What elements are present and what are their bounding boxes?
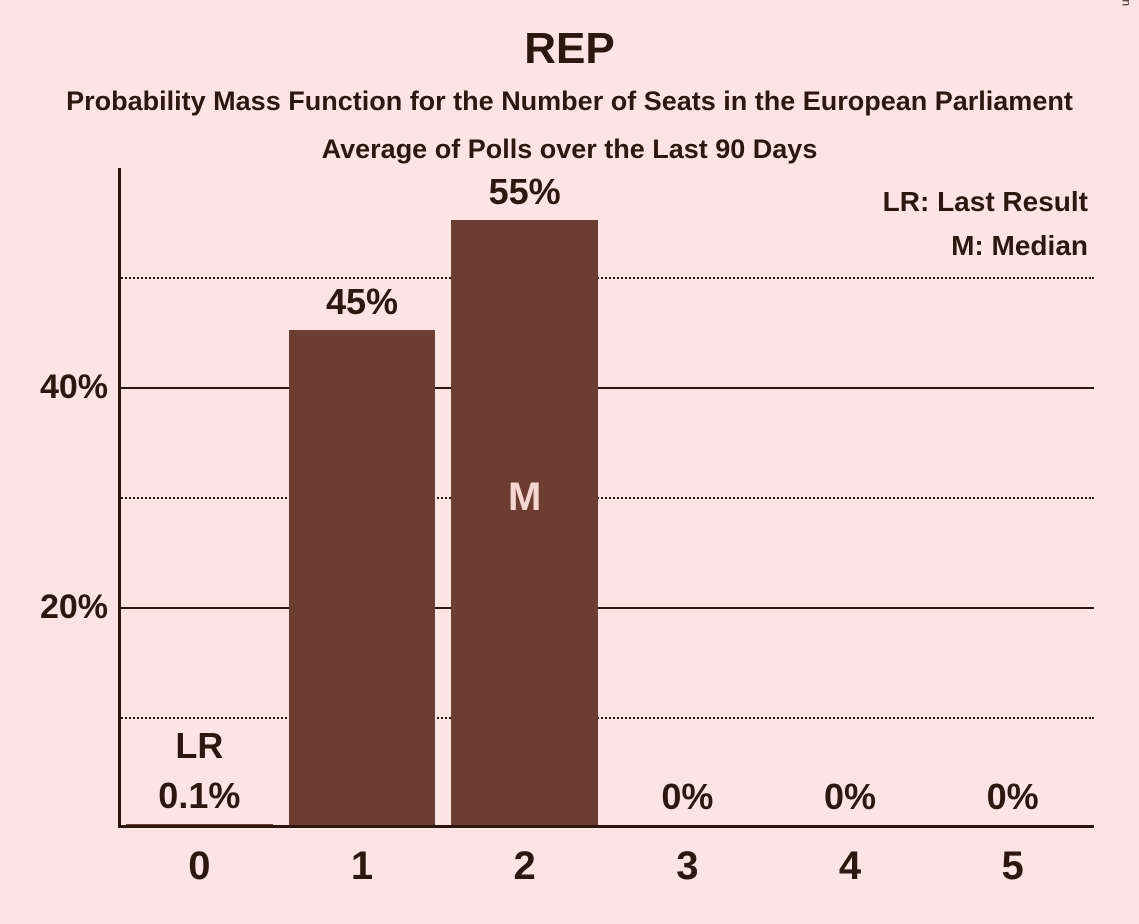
- bar-value-label: 0.1%: [118, 775, 281, 817]
- x-tick-label: 1: [281, 844, 444, 889]
- x-tick-label: 0: [118, 844, 281, 889]
- y-tick-label: 20%: [18, 588, 108, 627]
- plot-area: 20%40%0.1%LR045%155%M20%30%40%5: [118, 168, 1094, 828]
- median-marker: M: [451, 475, 597, 520]
- chart-title: REP: [0, 24, 1139, 74]
- bar-value-label: 45%: [281, 281, 444, 323]
- gridline-minor: [118, 497, 1094, 499]
- bar-value-label: 0%: [931, 776, 1094, 818]
- gridline-major: [118, 607, 1094, 609]
- x-tick-label: 5: [931, 844, 1094, 889]
- gridline-major: [118, 387, 1094, 389]
- copyright-text: © 2024 Filip van Laenen: [1119, 0, 1133, 6]
- last-result-marker: LR: [118, 725, 281, 767]
- bar-value-label: 0%: [769, 776, 932, 818]
- gridline-minor: [118, 277, 1094, 279]
- gridline-minor: [118, 717, 1094, 719]
- bar-value-label: 0%: [606, 776, 769, 818]
- x-tick-label: 4: [769, 844, 932, 889]
- y-tick-label: 40%: [18, 368, 108, 407]
- bar: [289, 330, 435, 825]
- chart-canvas: REP Probability Mass Function for the Nu…: [0, 0, 1139, 924]
- chart-subtitle-2: Average of Polls over the Last 90 Days: [0, 134, 1139, 165]
- bar: [451, 220, 597, 825]
- bar: [126, 824, 272, 825]
- x-tick-label: 3: [606, 844, 769, 889]
- legend-line: M: Median: [951, 230, 1088, 262]
- chart-subtitle-1: Probability Mass Function for the Number…: [0, 86, 1139, 117]
- x-axis: [118, 825, 1094, 828]
- bar-value-label: 55%: [443, 171, 606, 213]
- legend-line: LR: Last Result: [883, 186, 1088, 218]
- x-tick-label: 2: [443, 844, 606, 889]
